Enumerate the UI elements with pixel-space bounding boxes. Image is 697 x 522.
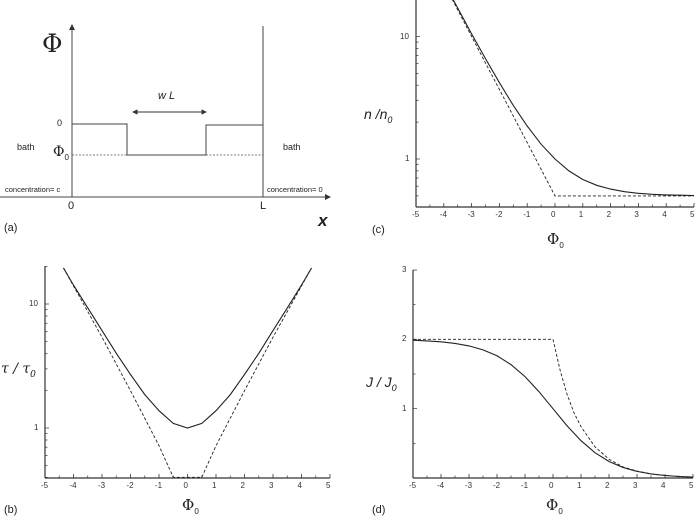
x-tick-label: -4 <box>69 481 77 490</box>
series-asymptote-dashed <box>413 338 694 478</box>
x-tick-label: -1 <box>523 210 531 219</box>
right-bath-label: bath <box>283 142 301 152</box>
y-tick-label: 10 <box>29 299 38 308</box>
x-tick-label: 0 <box>183 481 188 490</box>
x-tick-label: -5 <box>41 481 49 490</box>
width-label: w L <box>158 90 176 102</box>
x-tick-label: -5 <box>412 210 420 219</box>
y-axis-label: J / J0 <box>366 374 397 393</box>
x-tick-label: -3 <box>465 481 473 490</box>
x-tick-label: 3 <box>633 481 638 490</box>
y-tick-label: 1 <box>402 403 407 413</box>
series-exact-solid <box>63 267 312 429</box>
y-tick-label: 1 <box>405 154 410 163</box>
panel-b-label: (b) <box>4 504 18 516</box>
x-end-label: L <box>260 200 267 212</box>
x-tick-label: 1 <box>212 481 217 490</box>
level-phi0-label: Φ0 <box>53 144 69 162</box>
x-tick-label: -4 <box>437 481 445 490</box>
y-axis-label: τ / τ0 <box>1 361 36 380</box>
x-tick-label: 4 <box>297 481 302 490</box>
y-tick-label: 1 <box>34 423 39 432</box>
x-axis-label: Φ0 <box>546 496 563 516</box>
x-axis-symbol: x <box>318 211 328 230</box>
series-asymptote-dashed <box>452 0 694 197</box>
x-tick-label: -5 <box>409 481 417 490</box>
x-tick-label: -2 <box>495 210 503 219</box>
x-axis-label: Φ0 <box>547 230 564 250</box>
y-axis-label: n /n0 <box>364 106 393 125</box>
x-tick-label: -2 <box>126 481 134 490</box>
x-tick-label: -4 <box>439 210 447 219</box>
y-tick-label: 10 <box>400 31 409 41</box>
x-tick-label: 4 <box>662 210 667 219</box>
x-tick-label: -1 <box>155 481 163 490</box>
series-exact-solid <box>413 339 694 478</box>
series-exact-solid <box>452 0 695 197</box>
x-tick-label: 5 <box>690 210 695 219</box>
x-tick-label: -3 <box>467 210 475 219</box>
x-tick-label: 5 <box>326 481 331 490</box>
x-tick-label: 4 <box>661 481 666 490</box>
right-concentration-label: concentration= 0 <box>267 185 323 194</box>
x-tick-label: 3 <box>269 481 274 490</box>
x-origin-label: 0 <box>68 200 75 212</box>
x-tick-label: -3 <box>98 481 106 490</box>
x-tick-label: 5 <box>689 481 694 490</box>
x-tick-label: -2 <box>493 481 501 490</box>
x-tick-label: 2 <box>606 210 612 219</box>
y-tick-label: 3 <box>402 265 407 274</box>
x-tick-label: 1 <box>578 210 584 219</box>
x-axis-label: Φ0 <box>182 496 199 516</box>
phi-axis-symbol: Φ <box>42 29 63 58</box>
x-tick-label: 3 <box>634 210 639 219</box>
left-bath-label: bath <box>17 142 35 152</box>
x-tick-label: 2 <box>605 481 610 490</box>
panel-d-label: (d) <box>372 504 386 516</box>
panel-a-label: (a) <box>4 222 18 234</box>
x-tick-label: 0 <box>549 481 554 490</box>
x-tick-label: 0 <box>551 210 556 219</box>
x-tick-label: -1 <box>521 481 529 490</box>
x-tick-label: 1 <box>577 481 582 490</box>
level-zero-label: 0 <box>57 118 63 128</box>
x-tick-label: 2 <box>240 481 245 490</box>
y-tick-label: 2 <box>402 334 407 344</box>
left-concentration-label: concentration= c <box>5 185 61 194</box>
potential-profile <box>72 123 263 156</box>
panel-c-label: (c) <box>372 224 385 236</box>
series-asymptote-dashed <box>63 267 312 478</box>
